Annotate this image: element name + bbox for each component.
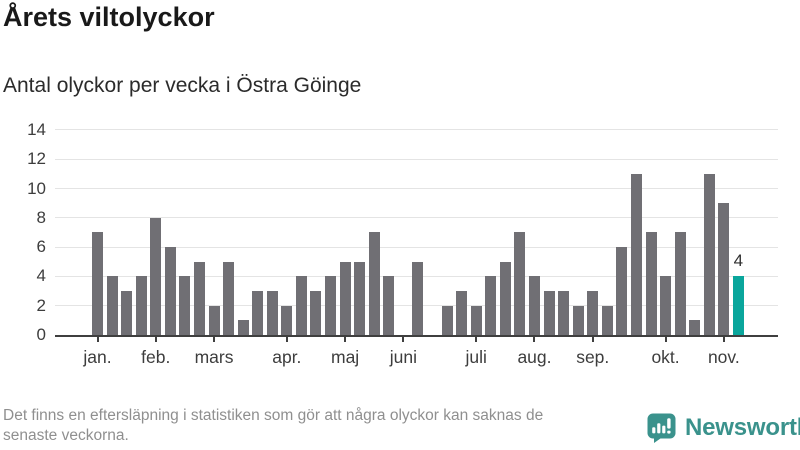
chart-subtitle: Antal olyckor per vecka i Östra Göinge xyxy=(3,74,362,97)
x-axis-label-nov: nov. xyxy=(707,347,740,367)
bar-week-14 xyxy=(281,305,293,335)
bar-week-15 xyxy=(295,276,307,335)
bar-week-37 xyxy=(616,247,628,335)
bar-week-13 xyxy=(266,291,278,335)
bar-week-39 xyxy=(645,232,657,335)
bar-week-5 xyxy=(150,217,162,335)
gridline-y-14 xyxy=(55,129,778,131)
x-tick-juli xyxy=(475,336,478,342)
newsworthy-logo-icon xyxy=(647,413,676,443)
x-tick-okt xyxy=(664,336,667,342)
bar-week-44 xyxy=(718,203,730,335)
bar-week-32 xyxy=(543,291,555,335)
y-axis-label-0: 0 xyxy=(36,325,46,344)
bar-week-6 xyxy=(164,247,176,335)
bar-week-2 xyxy=(106,276,118,335)
gridline-y-8 xyxy=(55,217,778,219)
x-axis-label-juni: juni xyxy=(389,347,417,367)
bar-week-19 xyxy=(354,261,366,335)
x-tick-sep xyxy=(591,336,594,342)
footer-note-line1: Det finns en eftersläpning i statistiken… xyxy=(3,407,544,424)
bar-week-23 xyxy=(412,261,424,335)
x-axis-label-aug: aug. xyxy=(517,347,552,367)
bar-week-9 xyxy=(208,305,220,335)
y-axis-label-8: 8 xyxy=(36,207,46,227)
x-tick-mars xyxy=(213,336,216,342)
bar-week-8 xyxy=(193,261,205,335)
bar-week-38 xyxy=(630,173,642,335)
bar-week-40 xyxy=(660,276,672,335)
x-tick-feb xyxy=(154,336,157,342)
bar-week-21 xyxy=(383,276,395,335)
x-axis-label-feb: feb. xyxy=(141,347,171,367)
bar-week-4 xyxy=(135,276,147,335)
bar-week-10 xyxy=(223,261,235,335)
x-tick-apr xyxy=(285,336,288,342)
bar-week-12 xyxy=(252,291,264,335)
x-axis-label-jan: jan. xyxy=(83,347,112,367)
x-axis-line xyxy=(55,334,778,337)
bar-week-45 xyxy=(732,276,744,335)
bar-week-26 xyxy=(456,291,468,335)
bar-week-29 xyxy=(499,261,511,335)
bar-week-18 xyxy=(339,261,351,335)
bar-week-43 xyxy=(703,173,715,335)
x-axis-label-juli: juli xyxy=(465,347,487,367)
gridline-y-10 xyxy=(55,188,778,190)
y-axis-label-10: 10 xyxy=(27,178,46,198)
page-title: Årets viltolyckor xyxy=(3,2,215,32)
bar-week-27 xyxy=(470,305,482,335)
x-axis-label-okt: okt. xyxy=(651,347,680,367)
bar-week-35 xyxy=(587,291,599,335)
y-axis-label-12: 12 xyxy=(27,149,46,169)
bar-week-1 xyxy=(92,232,103,335)
x-axis-label-apr: apr. xyxy=(272,347,302,367)
y-axis-label-6: 6 xyxy=(36,237,46,257)
x-tick-maj xyxy=(344,336,347,342)
bar-week-20 xyxy=(368,232,380,335)
bar-week-17 xyxy=(325,276,337,335)
y-axis-label-2: 2 xyxy=(36,295,46,315)
newsworthy-logo: Newsworthy xyxy=(646,412,800,444)
x-tick-nov xyxy=(722,336,725,342)
x-axis-label-mars: mars xyxy=(194,347,234,367)
y-axis-label-14: 14 xyxy=(27,119,46,139)
x-axis-label-maj: maj xyxy=(331,347,360,367)
bar-week-41 xyxy=(674,232,686,335)
bar-week-33 xyxy=(558,291,570,335)
footer-note: Det finns en eftersläpning i statistiken… xyxy=(3,406,543,446)
bar-week-30 xyxy=(514,232,526,335)
newsworthy-logo-text: Newsworthy xyxy=(685,414,800,441)
y-axis-label-4: 4 xyxy=(36,266,46,286)
bar-week-3 xyxy=(121,291,133,335)
footer-note-line2: senaste veckorna. xyxy=(3,427,129,444)
bar-week-31 xyxy=(528,276,540,335)
x-tick-jan xyxy=(96,336,99,342)
x-tick-aug xyxy=(533,336,536,342)
bar-week-11 xyxy=(237,320,249,335)
bar-week-34 xyxy=(572,305,584,335)
gridline-y-12 xyxy=(55,158,778,160)
x-axis-label-sep: sep. xyxy=(576,347,610,367)
gridline-y-6 xyxy=(55,246,778,248)
bar-week-16 xyxy=(310,291,322,335)
bar-week-28 xyxy=(485,276,497,335)
bar-week-25 xyxy=(441,305,453,335)
bar-week-36 xyxy=(601,305,613,335)
highlight-value-label: 4 xyxy=(733,251,744,271)
bar-week-42 xyxy=(689,320,701,335)
x-tick-juni xyxy=(402,336,405,342)
bar-week-7 xyxy=(179,276,191,335)
